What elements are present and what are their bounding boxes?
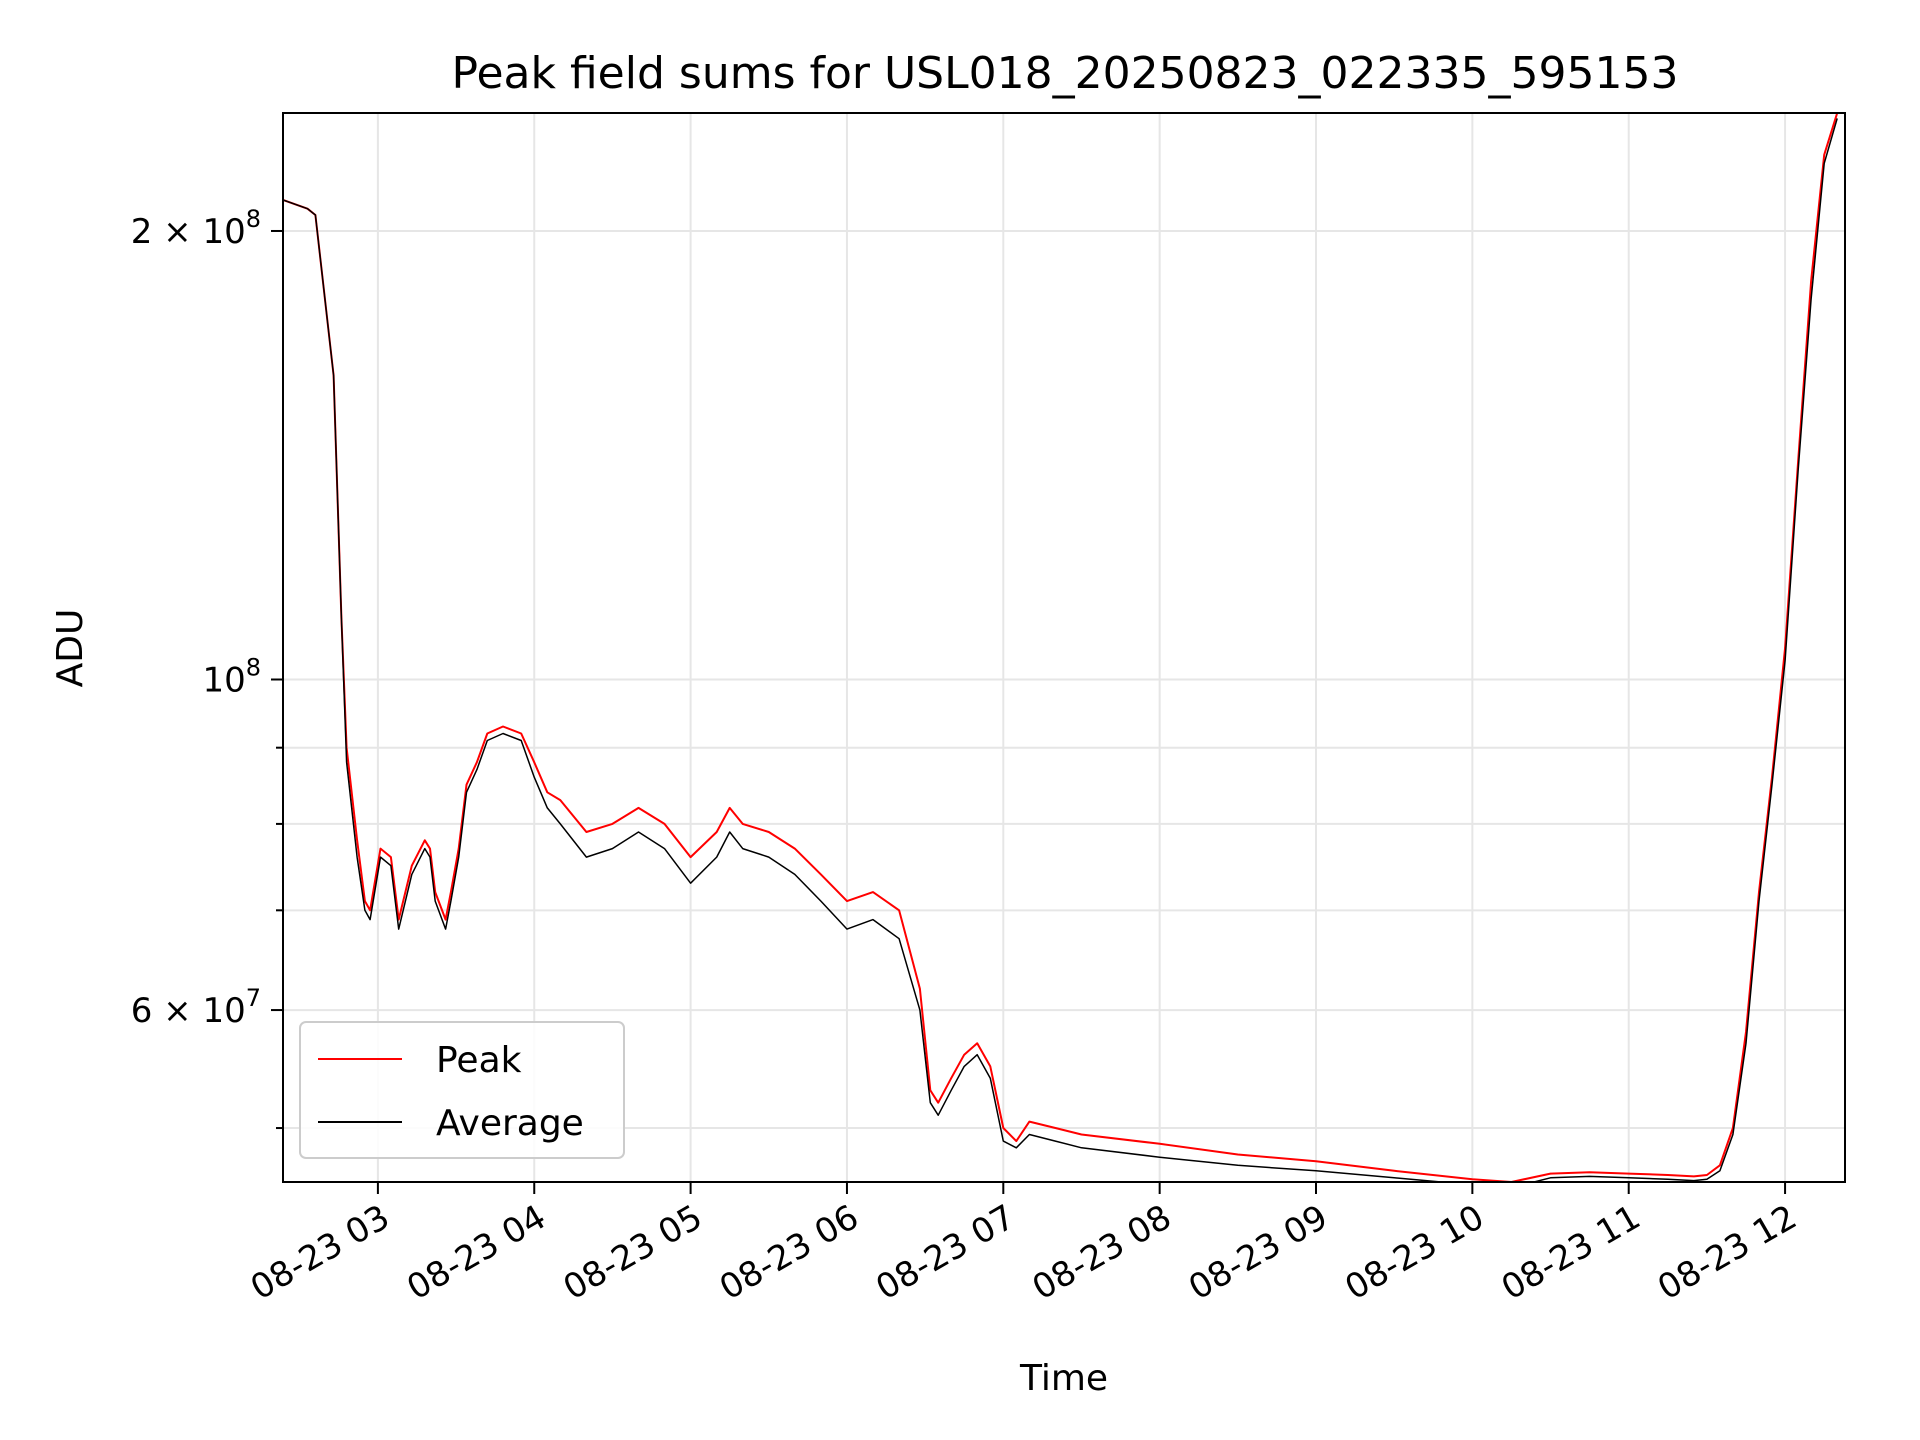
series-average-line [283, 118, 1838, 1182]
chart-title: Peak field sums for USL018_20250823_0223… [452, 48, 1679, 99]
x-axis-label: Time [1019, 1358, 1108, 1399]
series-peak-line [283, 113, 1839, 1182]
y-tick-exponent: 7 [246, 984, 261, 1012]
legend-average-label: Average [436, 1103, 584, 1144]
y-tick-label: 6 × 107 [131, 984, 261, 1031]
plot-frame [282, 112, 1846, 1183]
legend-box [299, 1021, 625, 1159]
legend: Peak Average [299, 1021, 625, 1159]
y-tick-base: 2 × 10 [131, 212, 246, 252]
y-tick-base: 10 [202, 661, 245, 701]
y-tick-label: 2 × 108 [131, 205, 261, 252]
legend-peak-label: Peak [436, 1040, 522, 1081]
y-tick-exponent: 8 [246, 205, 261, 233]
y-tick-exponent: 8 [246, 654, 261, 682]
y-axis-label: ADU [50, 609, 91, 688]
series-layer [283, 113, 1839, 1182]
y-tick-base: 6 × 10 [131, 991, 246, 1031]
y-tick-label: 108 [202, 654, 261, 701]
